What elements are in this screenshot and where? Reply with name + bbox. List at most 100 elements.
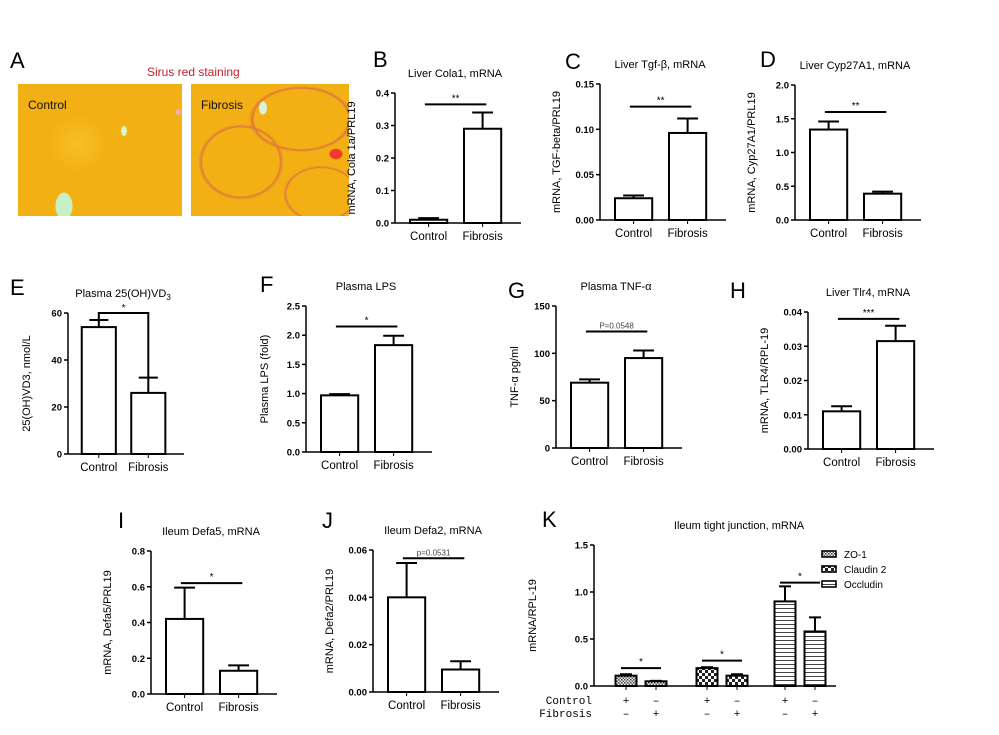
x-tick-label: Fibrosis	[373, 460, 414, 472]
bar-occludin-fibrosis	[803, 630, 827, 688]
significance-bracket	[97, 312, 150, 378]
y-tick-label: 150	[534, 302, 550, 313]
bar-fibrosis	[463, 127, 503, 224]
bar-occludin-control	[773, 600, 797, 687]
y-axis-label: mRNA/RPL-19	[527, 579, 539, 652]
x-tick-label: Control	[571, 456, 608, 468]
x-tick-label: Control	[615, 228, 652, 240]
chart-title: Plasma 25(OH)VD3	[75, 288, 171, 302]
significance-marker: *	[210, 572, 214, 583]
chart-j: J Ileum Defa2, mRNA 0.00 0.02 0.04 0.06 mRNA, …	[322, 508, 499, 712]
y-tick-label: 1.5	[776, 114, 790, 125]
bar-control	[570, 381, 610, 449]
bar-claudin-2-fibrosis	[725, 674, 749, 688]
y-tick-label: 2.5	[287, 302, 301, 313]
bar-control	[409, 218, 449, 224]
y-tick-label: 0.04	[349, 593, 368, 604]
x-tick-label: Control	[80, 462, 117, 474]
y-tick-label: 0.05	[576, 170, 595, 181]
significance-marker: **	[852, 101, 860, 112]
y-axis-label: mRNA, Cyp27A1/PRL19	[746, 92, 758, 212]
condition-sign: +	[734, 709, 741, 721]
x-tick-label: Fibrosis	[462, 231, 503, 243]
legend-swatch-occludin	[821, 580, 837, 588]
x-tick-label: Control	[388, 700, 425, 712]
bar-control	[822, 410, 862, 450]
bar-control	[809, 128, 849, 221]
y-tick-label: 0	[57, 450, 62, 461]
significance-marker: *	[639, 657, 643, 668]
bar-control	[80, 326, 117, 455]
bar-fibrosis	[668, 131, 708, 221]
bar-zo-1-fibrosis	[644, 680, 668, 688]
bar-fibrosis	[624, 357, 664, 449]
x-tick-label: Fibrosis	[218, 702, 259, 714]
condition-sign: –	[623, 709, 630, 721]
chart-title: Liver Tgf-β, mRNA	[614, 59, 706, 71]
condition-sign: +	[653, 709, 660, 721]
x-tick-label: Fibrosis	[875, 457, 916, 469]
y-tick-label: 60	[51, 309, 62, 320]
bar-fibrosis	[130, 391, 167, 455]
y-tick-label: 1.5	[287, 360, 301, 371]
y-axis-label: TNF-α pg/ml	[509, 346, 521, 407]
y-tick-label: 1.0	[287, 389, 300, 400]
y-tick-label: 0.15	[576, 80, 595, 91]
x-tick-label: Control	[823, 457, 860, 469]
chart-title: Ileum Defa5, mRNA	[162, 526, 260, 538]
legend-swatch-claudin-2	[821, 565, 837, 573]
significance-marker: *	[798, 572, 802, 583]
chart-g: G Plasma TNF-α 0 50 100 150 TNF-α pg/ml Control…	[508, 278, 682, 468]
y-tick-label: 0.3	[376, 121, 389, 132]
y-tick-label: 0.00	[349, 688, 368, 699]
y-tick-label: 2.0	[776, 81, 789, 92]
bar-fibrosis	[219, 669, 259, 695]
condition-sign: +	[812, 709, 819, 721]
y-tick-label: 0.1	[376, 186, 390, 197]
y-tick-label: 0.10	[576, 125, 595, 136]
y-tick-label: 1.5	[575, 541, 589, 552]
x-tick-label: Control	[810, 228, 847, 240]
chart-title: Plasma LPS	[336, 281, 397, 293]
significance-marker: *	[720, 650, 724, 661]
condition-sign: –	[812, 696, 819, 708]
y-tick-label: 20	[51, 403, 62, 414]
panel-label-j: J	[322, 508, 333, 533]
y-tick-label: 0.00	[784, 445, 803, 456]
y-tick-label: 0.6	[132, 582, 145, 593]
chart-title: Liver Cola1, mRNA	[408, 68, 503, 80]
chart-d: D Liver Cyp27A1, mRNA 0.0 0.5 1.0 1.5 2.0 mRNA,…	[746, 47, 921, 240]
legend-label: ZO-1	[844, 550, 867, 561]
panel-label-b: B	[373, 47, 388, 72]
bar-claudin-2-control	[695, 667, 719, 687]
chart-e: E Plasma 25(OH)VD3 0 20 40 60 25(OH)VD3, nmol/…	[10, 275, 184, 474]
y-tick-label: 0.04	[784, 308, 803, 319]
legend-label: Occludin	[844, 580, 883, 591]
chart-k: K Ileum tight junction, mRNA 0.0 0.5 1.0 1.5 m…	[527, 507, 887, 721]
significance-marker: ***	[863, 308, 875, 319]
condition-sign: –	[704, 709, 711, 721]
bar-control	[614, 197, 654, 222]
condition-sign: +	[704, 696, 711, 708]
y-tick-label: 0.5	[287, 418, 301, 429]
significance-marker: **	[452, 93, 460, 104]
legend-swatch-zo-1	[821, 550, 837, 558]
panel-label-f: F	[260, 272, 273, 297]
panel-label-i: I	[118, 508, 124, 533]
panel-label-c: C	[565, 49, 581, 74]
y-tick-label: 0.0	[287, 448, 300, 459]
y-axis-label: mRNA, Cola 1a/PRL19	[346, 101, 358, 214]
chart-b: B Liver Cola1, mRNA 0.0 0.1 0.2 0.3 0.4 mRNA, C…	[346, 47, 521, 243]
bar-zo-1-control	[614, 674, 638, 688]
chart-title: Plasma TNF-α	[581, 281, 653, 293]
chart-title: Liver Tlr4, mRNA	[826, 287, 911, 299]
y-tick-label: 0.0	[376, 219, 389, 230]
y-tick-label: 0.06	[349, 546, 368, 557]
y-tick-label: 0.03	[784, 342, 803, 353]
micro-image-control: Control	[18, 84, 182, 216]
bar-control	[387, 596, 427, 693]
y-axis-label: 25(OH)VD3, nmol/L	[21, 335, 33, 432]
chart-title: Liver Cyp27A1, mRNA	[800, 60, 911, 72]
y-tick-label: 0.8	[132, 547, 145, 558]
x-tick-label: Fibrosis	[667, 228, 708, 240]
